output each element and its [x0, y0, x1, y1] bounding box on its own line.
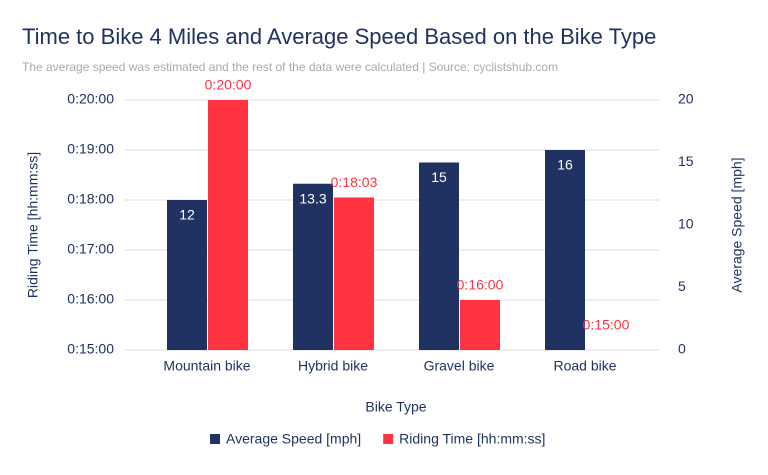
data-label: 0:15:00 [583, 317, 630, 333]
bar [419, 162, 459, 350]
data-label: 0:20:00 [205, 77, 252, 93]
data-label: 12 [179, 207, 195, 223]
legend-label: Average Speed [mph] [226, 431, 361, 447]
x-tick-label: Gravel bike [424, 358, 495, 374]
y-tick-label: 0:17:00 [67, 241, 114, 257]
bar [460, 300, 500, 350]
bar [334, 197, 374, 350]
y2-tick-label: 20 [678, 91, 694, 107]
y-tick-label: 0:16:00 [67, 291, 114, 307]
legend-label: Riding Time [hh:mm:ss] [399, 431, 545, 447]
chart-title: Time to Bike 4 Miles and Average Speed B… [22, 24, 656, 49]
y2-axis-title: Average Speed [mph] [729, 157, 745, 292]
x-tick-label: Mountain bike [163, 358, 250, 374]
legend-swatch [383, 434, 394, 444]
y2-tick-label: 5 [678, 278, 686, 294]
y2-tick-label: 15 [678, 153, 694, 169]
data-label: 13.3 [299, 190, 326, 206]
data-label: 0:16:00 [457, 277, 504, 293]
x-axis-title: Bike Type [365, 399, 426, 415]
bar [293, 183, 333, 350]
y-tick-label: 0:20:00 [67, 91, 114, 107]
y-tick-label: 0:19:00 [67, 141, 114, 157]
y-tick-label: 0:18:00 [67, 191, 114, 207]
legend-swatch [210, 434, 220, 444]
bar [208, 100, 248, 350]
y2-tick-label: 0 [678, 341, 686, 357]
x-tick-label: Hybrid bike [298, 358, 368, 374]
data-label: 15 [431, 169, 447, 185]
y-tick-label: 0:15:00 [67, 341, 114, 357]
data-label: 0:18:03 [331, 174, 378, 190]
y-axis-title: Riding Time [hh:mm:ss] [25, 152, 41, 298]
chart-subtitle: The average speed was estimated and the … [22, 60, 558, 74]
x-tick-label: Road bike [553, 358, 616, 374]
y2-tick-label: 10 [678, 216, 694, 232]
bar [167, 200, 207, 350]
data-label: 16 [557, 157, 573, 173]
bar [545, 150, 585, 350]
